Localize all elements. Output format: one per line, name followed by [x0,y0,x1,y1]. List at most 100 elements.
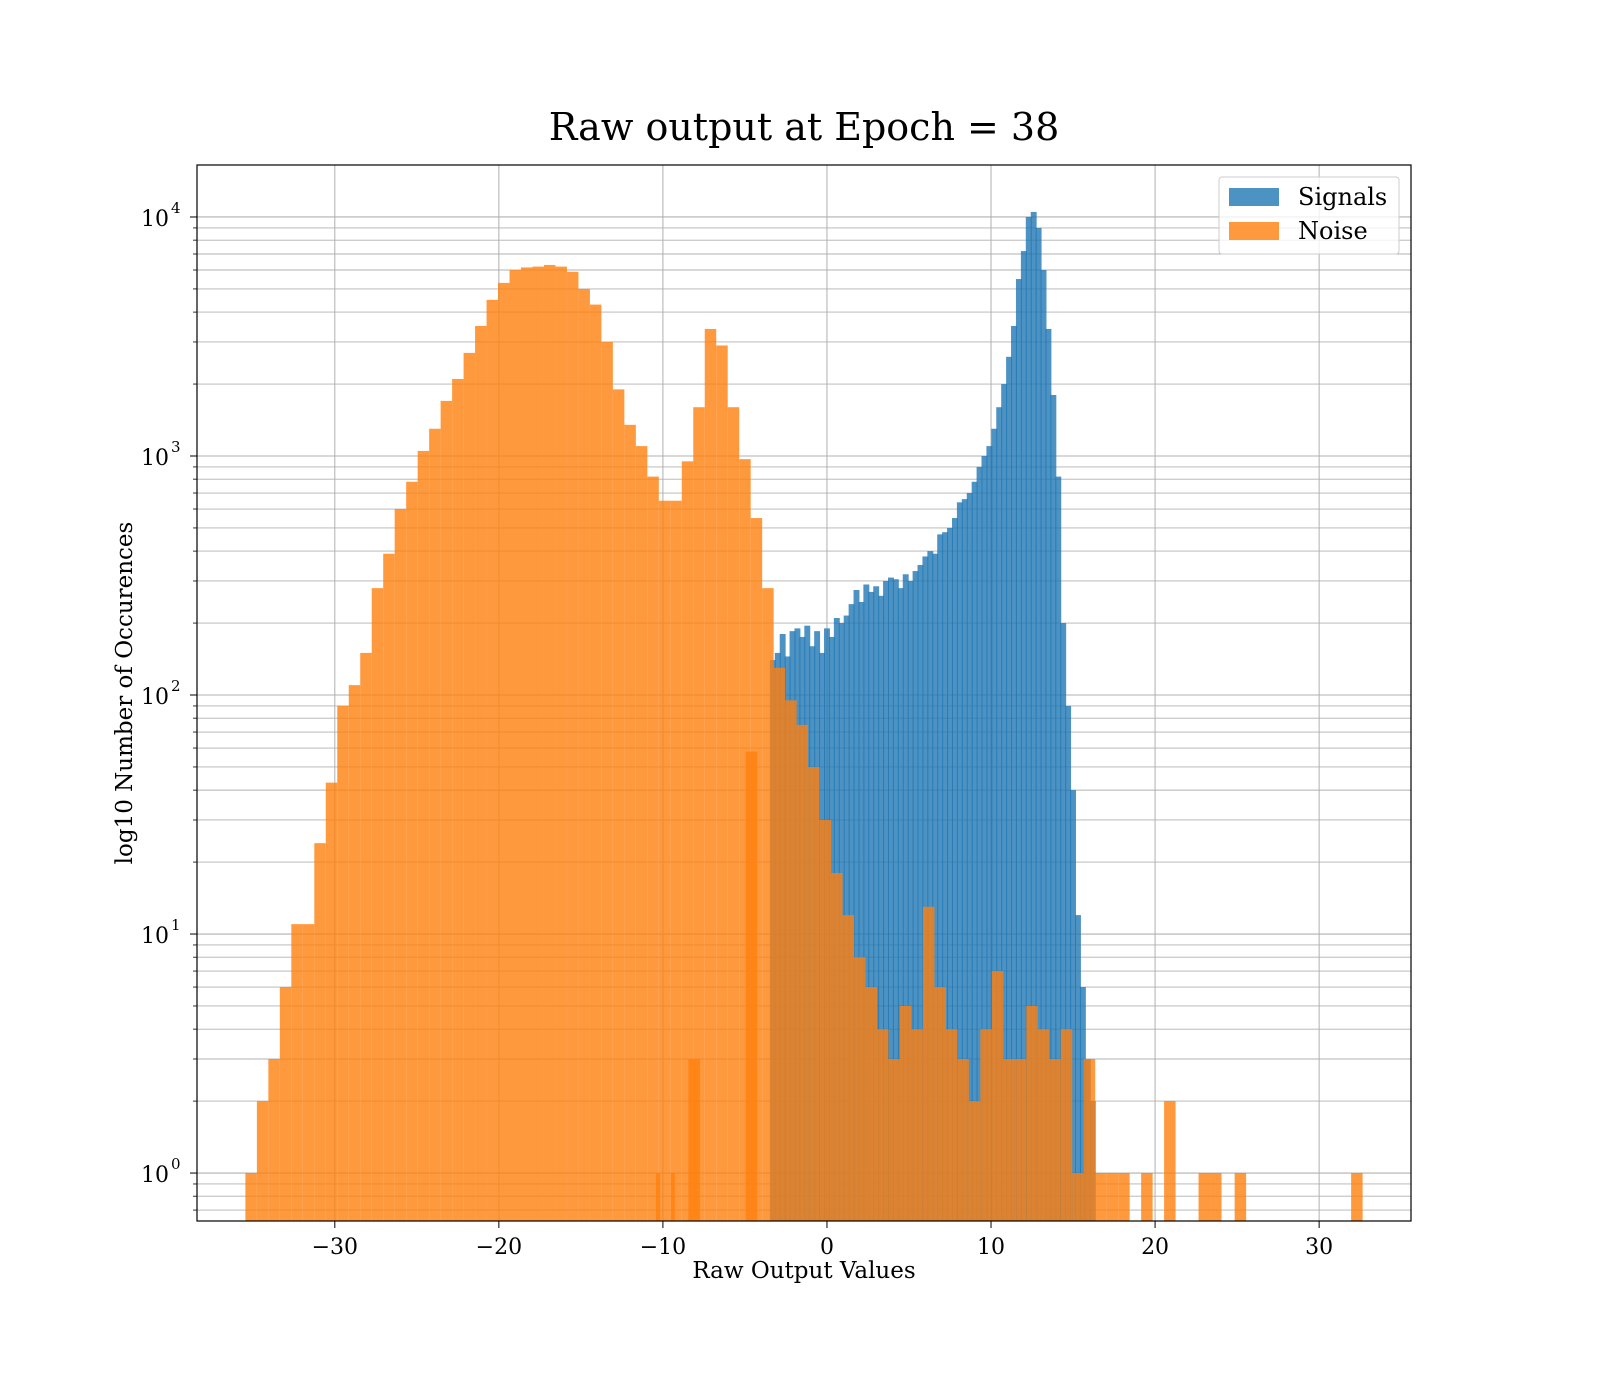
bar-noise [831,873,843,1221]
plot-frame [196,164,1412,1222]
bar-signals [1030,211,1037,1222]
bar-noise [796,724,809,1221]
bar-noise [314,843,326,1221]
x-axis: −30 −20 −10 0 10 20 30 [312,1221,1333,1260]
x-axis-title: Raw Output Values [692,1258,915,1284]
bar-signals [873,586,880,1221]
bar-signals [961,499,968,1222]
bar-signals [1050,394,1057,1221]
bar-noise [865,987,878,1221]
bar-signals [971,481,978,1221]
bar-noise [475,325,487,1221]
bar-noise [647,476,659,1221]
bar-noise [394,509,407,1222]
bar-noise [1003,1059,1015,1221]
y-tick-exponent: 1 [171,916,181,934]
bar-noise [688,1059,700,1221]
bar-signals [991,428,998,1222]
bar-signals [956,502,963,1221]
bar-noise [957,1059,969,1221]
legend-swatch-signals [1229,188,1279,206]
bar-noise [911,1029,923,1221]
bar-signals [1045,328,1052,1221]
y-tick-exponent: 3 [171,438,181,456]
bar-noise [727,407,740,1221]
y-tick-label: 10 [141,446,169,471]
bar-noise [543,264,556,1222]
bar-signals [1006,356,1013,1221]
bar-noise [601,341,613,1221]
bar-noise [899,1005,912,1221]
bar-noise [566,271,579,1221]
x-tick-label: −20 [476,1235,522,1260]
bar-noise [521,267,533,1221]
y-tick-exponent: 4 [171,199,181,217]
bar-signals [878,595,885,1221]
bar-noise [578,288,590,1221]
bar-signals [947,527,953,1221]
bar-noise [1037,1029,1050,1221]
bar-noise [371,588,384,1221]
bar-signals [897,588,904,1221]
bar-signals [1065,705,1072,1221]
bar-signals [922,556,929,1221]
bar-signals [917,564,924,1221]
bar-noise [980,1029,992,1221]
bar-noise [486,299,499,1221]
bar-noise [773,667,786,1221]
bar-noise [808,766,820,1221]
y-tick-exponent: 0 [171,1155,181,1173]
bar-noise [635,446,648,1221]
bar-noise [1164,1101,1176,1221]
bar-noise [1351,1173,1363,1221]
bar-noise [406,481,418,1221]
bar-noise [509,270,522,1221]
bar-noise [360,652,372,1221]
bar-noise [440,400,453,1221]
y-tick-label: 10 [141,207,169,232]
bar-noise [589,304,602,1221]
legend-swatch-noise [1229,222,1279,240]
bar-noise [991,971,1004,1221]
bar-signals [932,553,939,1221]
bar-noise [693,407,705,1221]
bar-noise [655,1173,661,1221]
bar-signals [902,574,909,1221]
bar-noise [1118,1173,1130,1221]
bar-noise [762,588,774,1221]
bar-noise [417,450,430,1222]
bar-signals [1070,790,1077,1221]
bar-noise [716,345,728,1221]
bar-noise [1095,1173,1107,1221]
x-tick-label: −10 [640,1235,686,1260]
bar-signals [858,601,865,1221]
bar-noise [302,924,315,1221]
bar-noise [888,1059,900,1221]
bar-noise [670,1173,675,1221]
bar-noise [1141,1173,1153,1221]
legend-label-noise: Noise [1298,217,1368,245]
bar-noise [704,328,717,1221]
x-tick-label: −30 [312,1235,358,1260]
bar-signals [981,455,988,1221]
bar-signals [848,604,855,1221]
bar-signals [1015,279,1022,1222]
bar-signals [853,590,860,1221]
bar-noise [842,915,855,1221]
bar-signals [1060,623,1067,1221]
bar-noise [1083,1059,1096,1221]
bar-noise [819,819,832,1221]
bar-noise [291,924,303,1221]
bar-noise [1049,1059,1061,1221]
bar-signals [883,580,889,1221]
bar-signals [927,551,934,1221]
bar-signals [937,534,944,1221]
bar-signals [892,579,899,1221]
bar-signals [912,571,919,1221]
bar-noise [1072,1173,1084,1221]
bar-signals [887,577,894,1221]
bar-noise [337,705,349,1221]
bar-signals [868,591,875,1221]
bar-noise [745,751,758,1221]
